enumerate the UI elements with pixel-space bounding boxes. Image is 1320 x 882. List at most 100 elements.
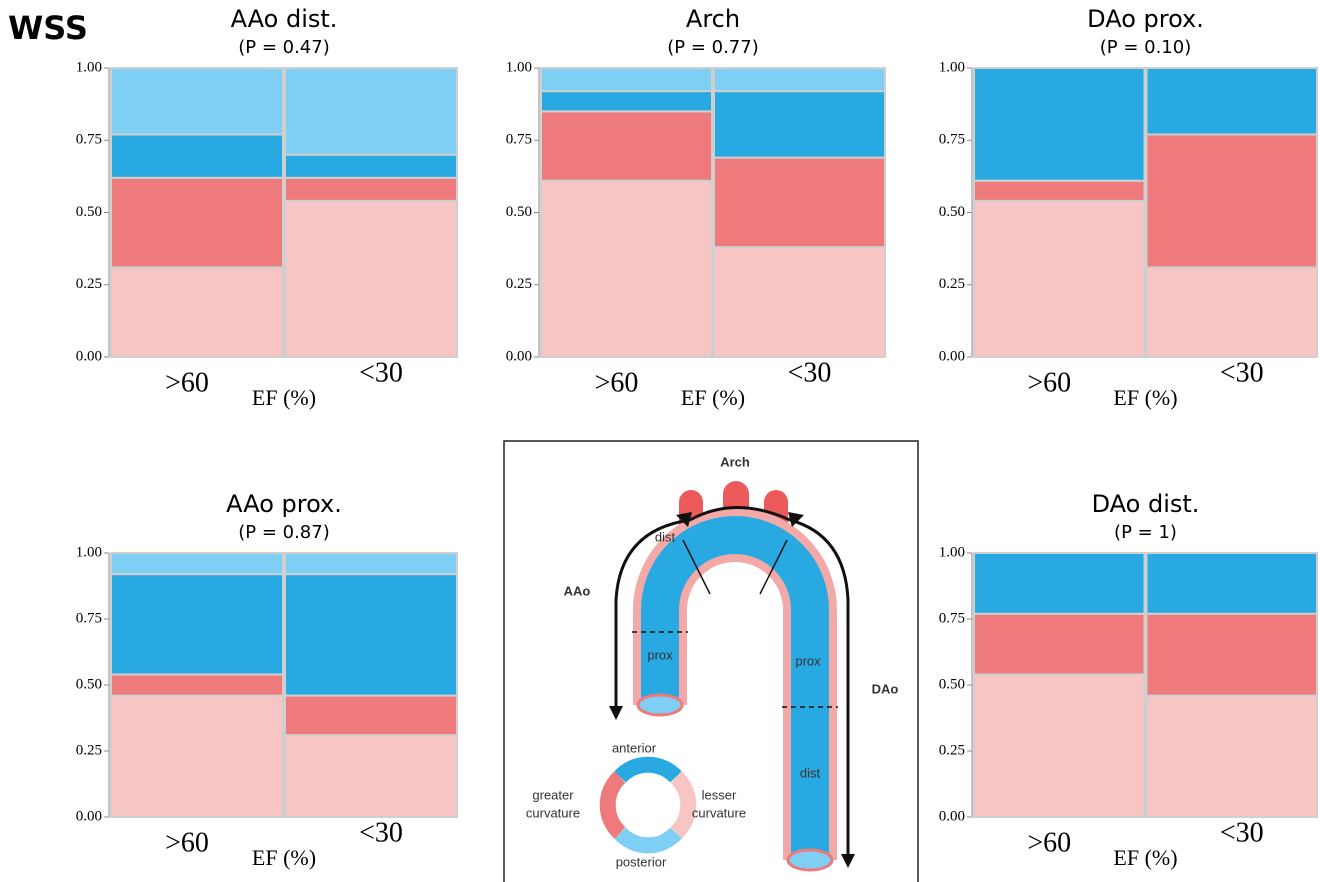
mosaic-segment xyxy=(111,68,283,134)
mosaic-segment xyxy=(1147,134,1318,267)
y-tick-label: 0.75 xyxy=(76,610,102,626)
mosaic-segment xyxy=(541,68,712,91)
x-tick-label: <30 xyxy=(1220,357,1264,388)
segment-label: prox xyxy=(647,647,673,662)
mosaic-segment xyxy=(285,201,457,357)
chart-subtitle: (P = 1) xyxy=(1114,522,1177,543)
x-axis-label: EF (%) xyxy=(1113,385,1177,410)
x-tick-label: >60 xyxy=(595,367,639,398)
x-tick-label: <30 xyxy=(788,357,832,388)
x-tick-label: >60 xyxy=(165,827,209,858)
mosaic-segment xyxy=(111,574,283,674)
y-tick-label: 0.75 xyxy=(506,132,532,148)
figure-label: WSS xyxy=(8,9,88,47)
y-tick-label: 0.50 xyxy=(76,204,102,220)
dao-end xyxy=(788,850,832,870)
y-tick-label: 0.50 xyxy=(939,204,965,220)
chart-subtitle: (P = 0.47) xyxy=(238,37,330,58)
chart-title: AAo prox. xyxy=(226,490,342,518)
segment-label: prox xyxy=(795,653,821,668)
chart-title: Arch xyxy=(686,5,740,33)
mosaic-segment xyxy=(714,91,885,157)
ring-label: anterior xyxy=(612,740,657,755)
mosaic-segment xyxy=(111,674,283,695)
mosaic-segment xyxy=(541,181,712,357)
aao-end xyxy=(638,695,682,715)
mosaic-segment xyxy=(974,68,1145,181)
y-tick-label: 1.00 xyxy=(939,59,965,75)
mosaic-segment xyxy=(541,111,712,180)
y-tick-label: 0.00 xyxy=(939,808,965,824)
segment-label: dist xyxy=(800,765,821,780)
chart-subtitle: (P = 0.77) xyxy=(667,37,759,58)
y-tick-label: 0.25 xyxy=(76,742,102,758)
aao-label: AAo xyxy=(564,583,591,598)
chart-title: AAo dist. xyxy=(231,5,338,33)
mosaic-segment xyxy=(285,696,457,736)
ring-label: lesser xyxy=(702,787,737,802)
chart-subtitle: (P = 0.87) xyxy=(238,522,330,543)
mosaic-segment xyxy=(111,553,283,574)
mosaic-segment xyxy=(974,674,1145,817)
ring-label: greater xyxy=(532,787,574,802)
y-tick-label: 1.00 xyxy=(76,544,102,560)
dao-label: DAo xyxy=(872,681,899,696)
chart-title: DAo dist. xyxy=(1092,490,1200,518)
mosaic-segment xyxy=(974,614,1145,675)
mosaic-segment xyxy=(111,134,283,177)
y-tick-label: 0.25 xyxy=(939,276,965,292)
y-tick-label: 0.25 xyxy=(939,742,965,758)
mosaic-segment xyxy=(714,158,885,248)
ring-label: curvature xyxy=(692,805,746,820)
x-tick-label: <30 xyxy=(1220,817,1264,848)
mosaic-segment xyxy=(111,696,283,817)
chart-title: DAo prox. xyxy=(1087,5,1204,33)
x-axis-label: EF (%) xyxy=(681,385,745,410)
mosaic-segment xyxy=(1147,553,1318,614)
y-tick-label: 0.25 xyxy=(506,276,532,292)
x-tick-label: >60 xyxy=(1027,367,1071,398)
y-tick-label: 1.00 xyxy=(76,59,102,75)
mosaic-segment xyxy=(285,553,457,574)
y-tick-label: 0.75 xyxy=(76,132,102,148)
x-axis-label: EF (%) xyxy=(252,385,316,410)
mosaic-segment xyxy=(285,155,457,178)
y-tick-label: 1.00 xyxy=(939,544,965,560)
mosaic-segment xyxy=(111,178,283,268)
x-axis-label: EF (%) xyxy=(1113,845,1177,870)
mosaic-segment xyxy=(541,91,712,111)
mosaic-segment xyxy=(974,181,1145,201)
ring-label: posterior xyxy=(616,854,667,869)
mosaic-segment xyxy=(285,68,457,155)
x-tick-label: <30 xyxy=(359,357,403,388)
x-tick-label: >60 xyxy=(1027,827,1071,858)
x-tick-label: <30 xyxy=(359,817,403,848)
mosaic-segment xyxy=(1147,68,1318,134)
y-tick-label: 0.25 xyxy=(76,276,102,292)
y-tick-label: 0.75 xyxy=(939,610,965,626)
mosaic-segment xyxy=(285,735,457,817)
y-tick-label: 0.50 xyxy=(506,204,532,220)
mosaic-segment xyxy=(714,68,885,91)
y-tick-label: 0.00 xyxy=(506,348,532,364)
y-tick-label: 0.50 xyxy=(939,676,965,692)
y-tick-label: 0.00 xyxy=(939,348,965,364)
segment-label: dist xyxy=(655,529,676,544)
mosaic-segment xyxy=(285,178,457,201)
chart-subtitle: (P = 0.10) xyxy=(1100,37,1192,58)
mosaic-segment xyxy=(714,247,885,357)
aorta-diagram: Arch AAo DAo dist prox prox dist anterio… xyxy=(504,441,918,882)
mosaic-segment xyxy=(285,574,457,695)
mosaic-segment xyxy=(1147,696,1318,817)
mosaic-segment xyxy=(974,201,1145,357)
figure: WSS xyxy=(0,0,1320,882)
ring-label: curvature xyxy=(526,805,580,820)
mosaic-segment xyxy=(974,553,1145,614)
y-tick-label: 0.00 xyxy=(76,808,102,824)
arch-label: Arch xyxy=(720,454,750,469)
mosaic-segment xyxy=(1147,267,1318,357)
y-tick-label: 0.75 xyxy=(939,132,965,148)
y-tick-label: 1.00 xyxy=(506,59,532,75)
mosaic-segment xyxy=(1147,614,1318,696)
x-tick-label: >60 xyxy=(165,367,209,398)
